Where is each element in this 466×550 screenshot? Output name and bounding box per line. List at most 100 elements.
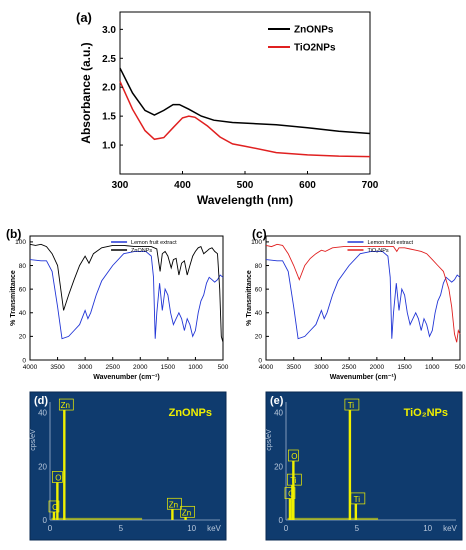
spectrum-peak xyxy=(291,485,294,520)
plot-frame xyxy=(29,235,224,361)
x-tick-label: 4000 xyxy=(259,364,274,371)
y-tick-label: 20 xyxy=(274,462,283,471)
y-axis-label: Absorbance (a.u.) xyxy=(79,42,93,143)
x-tick-label: 1500 xyxy=(397,364,412,371)
x-tick-label: 3500 xyxy=(286,364,301,371)
panel-d: C O Zn Zn Zn 0 5 10 0 20 40 keV cps/eV ZnONPs (d) xyxy=(29,391,227,541)
x-tick-label: 5 xyxy=(355,524,360,533)
x-tick-label: 2500 xyxy=(342,364,357,371)
peak-element-label: C xyxy=(52,503,58,512)
legend-entry: ZnONPs xyxy=(294,25,334,36)
x-tick-label: 700 xyxy=(362,180,379,191)
peak-element-label: Zn xyxy=(169,500,178,509)
x-tick-label: 1000 xyxy=(425,364,440,371)
x-axis-label: Wavenumber (cm⁻¹) xyxy=(330,374,396,381)
spectrum-title: TiO₂NPs xyxy=(404,407,448,419)
legend-entry: Lemon fruit extract xyxy=(131,240,177,246)
x-tick-label: 500 xyxy=(218,364,229,371)
peak-label-box xyxy=(350,492,366,505)
peak-label-box xyxy=(288,449,299,462)
y-axis-label: % Transmittance xyxy=(10,270,17,326)
series-line-1 xyxy=(29,243,224,343)
baseline-noise xyxy=(287,517,379,520)
x-tick-label: 400 xyxy=(174,180,191,191)
y-axis-label: cps/eV xyxy=(266,429,273,451)
peak-element-label: C xyxy=(288,490,294,499)
panel-label: (a) xyxy=(76,10,92,25)
legend-entry: TiO₂NPs xyxy=(367,248,388,254)
x-tick-label: 4000 xyxy=(23,364,38,371)
peak-label-box xyxy=(52,471,63,483)
x-tick-label: 1500 xyxy=(161,364,176,371)
peak-element-label: Zn xyxy=(182,508,191,517)
x-tick-label: 3500 xyxy=(50,364,65,371)
x-axis-label: keV xyxy=(443,524,457,533)
x-tick-label: 3000 xyxy=(314,364,329,371)
plot-frame xyxy=(119,11,371,175)
y-tick-label: 0 xyxy=(279,516,284,525)
panel-label: (b) xyxy=(6,227,21,241)
peak-element-label: Ti xyxy=(290,476,297,485)
eds-background xyxy=(265,391,463,541)
x-tick-label: 0 xyxy=(284,524,289,533)
legend-entry: Lemon fruit extract xyxy=(367,240,413,246)
x-axis-label: keV xyxy=(207,524,221,533)
y-tick-label: 1.5 xyxy=(102,112,116,123)
x-tick-label: 10 xyxy=(187,524,196,533)
y-tick-label: 0 xyxy=(43,516,48,525)
y-tick-label: 100 xyxy=(251,239,262,246)
x-tick-label: 0 xyxy=(48,524,53,533)
series-line-0 xyxy=(119,67,371,135)
x-tick-label: 500 xyxy=(237,180,254,191)
x-axis-label: Wavenumber (cm⁻¹) xyxy=(93,374,159,381)
y-tick-label: 20 xyxy=(38,462,47,471)
y-tick-label: 20 xyxy=(255,334,263,341)
legend-entry: TiO2NPs xyxy=(294,43,336,54)
eds-background xyxy=(29,391,227,541)
x-tick-label: 1000 xyxy=(188,364,203,371)
panel-c: 4000 3500 3000 2500 2000 1500 1000 500 0 20 40 60 80… xyxy=(246,227,466,381)
peak-element-label: O xyxy=(291,452,297,461)
panel-b: 4000 3500 3000 2500 2000 1500 1000 500 0 20 40 60 80… xyxy=(6,227,229,381)
y-tick-label: 100 xyxy=(15,239,26,246)
x-tick-label: 10 xyxy=(423,524,432,533)
x-tick-label: 2500 xyxy=(105,364,120,371)
legend-entry: ZnONPs xyxy=(131,248,152,254)
y-tick-label: 40 xyxy=(19,310,27,317)
y-tick-label: 20 xyxy=(19,334,27,341)
y-tick-label: 3.0 xyxy=(102,25,116,36)
panel-e: C O Ti Ti Ti 0 5 10 0 20 40 keV cps/eV TiO₂NPs (e) xyxy=(265,391,463,541)
y-tick-label: 80 xyxy=(19,263,27,270)
series-line-0 xyxy=(265,250,461,340)
panel-label: (e) xyxy=(270,395,284,407)
y-tick-label: 40 xyxy=(274,409,283,418)
y-tick-label: 0 xyxy=(258,357,262,364)
peak-label-box xyxy=(58,398,74,411)
x-tick-label: 3000 xyxy=(78,364,93,371)
spectrum-peak xyxy=(171,509,174,520)
y-tick-label: 0 xyxy=(22,357,26,364)
y-tick-label: 2.5 xyxy=(102,54,116,65)
spectrum-peak xyxy=(56,482,59,520)
plot-frame xyxy=(265,235,461,361)
series-line-1 xyxy=(119,81,371,158)
y-tick-label: 60 xyxy=(19,286,27,293)
x-tick-label: 5 xyxy=(119,524,124,533)
y-tick-label: 60 xyxy=(255,286,263,293)
spectrum-peak xyxy=(348,410,352,520)
y-axis-label: cps/eV xyxy=(30,429,37,451)
x-tick-label: 300 xyxy=(112,180,129,191)
y-tick-label: 2.0 xyxy=(102,83,116,94)
x-tick-label: 2000 xyxy=(133,364,148,371)
spectrum-peak xyxy=(63,410,66,520)
peak-element-label: Ti xyxy=(354,495,361,504)
peak-label-box xyxy=(287,473,302,486)
spectrum-peak xyxy=(354,503,358,520)
peak-element-label: Ti xyxy=(348,401,355,410)
peak-label-box xyxy=(167,497,182,510)
baseline-noise xyxy=(51,517,143,520)
x-tick-label: 600 xyxy=(299,180,316,191)
spectrum-peak xyxy=(184,517,187,520)
